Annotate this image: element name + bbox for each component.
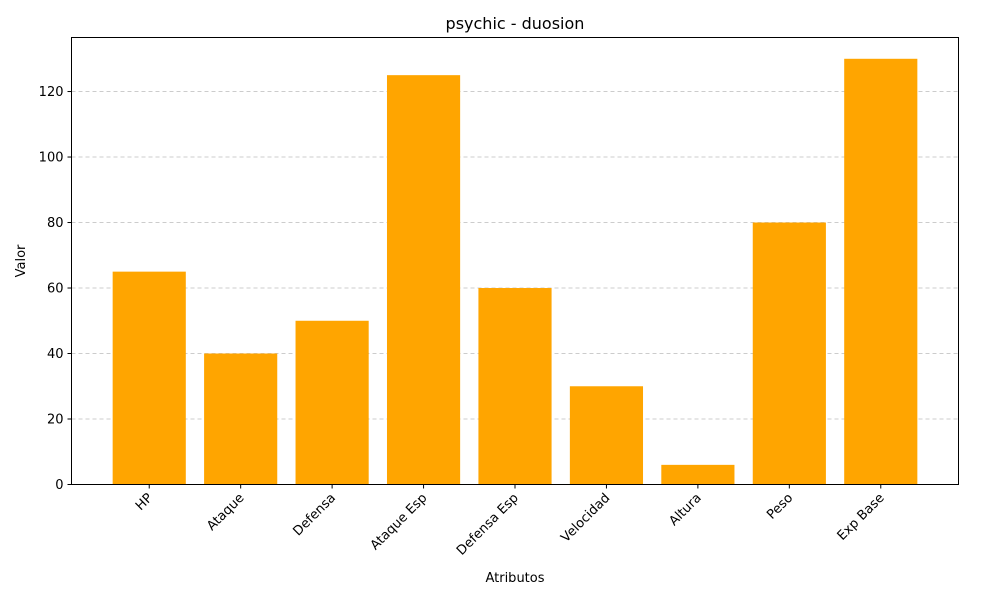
x-tick-label: Defensa	[290, 491, 338, 539]
y-tick-label: 100	[39, 151, 64, 166]
bar	[844, 58, 918, 485]
x-axis-ticks: HP Ataque Defensa Ataque Esp Defensa Esp Velo…	[133, 484, 888, 559]
bar	[204, 353, 278, 485]
y-axis-label: Valor	[14, 244, 29, 277]
x-tick-label: Velocidad	[558, 491, 613, 546]
bar	[295, 320, 369, 485]
x-tick-label: Altura	[666, 491, 704, 529]
x-tick-label: Peso	[764, 491, 796, 523]
bar	[386, 75, 461, 485]
chart-title: psychic - duosion	[446, 14, 585, 33]
x-tick-label: Exp Base	[835, 491, 888, 544]
x-tick-label: Ataque Esp	[368, 491, 431, 554]
x-tick-label: Defensa Esp	[454, 491, 522, 559]
y-tick-label: 20	[47, 413, 64, 428]
x-tick-label: HP	[133, 491, 156, 514]
bar	[478, 288, 552, 485]
bars-layer	[112, 58, 918, 485]
y-axis-ticks: 0 20 40 60 80 100 120	[39, 85, 72, 493]
y-tick-label: 40	[47, 347, 64, 362]
bar	[569, 386, 644, 485]
x-axis-label: Atributos	[485, 571, 544, 586]
bar	[752, 222, 826, 485]
bar	[661, 464, 735, 485]
y-tick-label: 0	[55, 478, 63, 493]
bar	[112, 271, 186, 485]
x-tick-label: Ataque	[204, 491, 247, 534]
y-tick-label: 120	[39, 85, 64, 100]
y-tick-label: 80	[47, 216, 64, 231]
y-tick-label: 60	[47, 282, 64, 297]
